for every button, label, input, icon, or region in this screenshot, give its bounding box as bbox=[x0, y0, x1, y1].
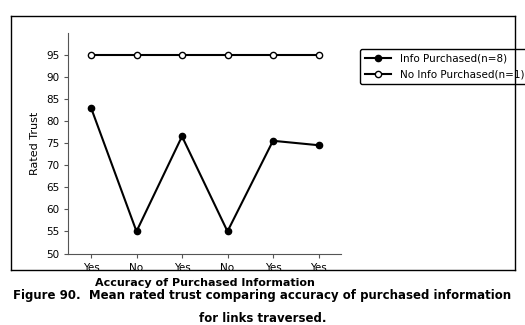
Legend: Info Purchased(n=8), No Info Purchased(n=1): Info Purchased(n=8), No Info Purchased(n… bbox=[360, 49, 525, 84]
Text: Figure 90.  Mean rated trust comparing accuracy of purchased information: Figure 90. Mean rated trust comparing ac… bbox=[14, 289, 511, 302]
Y-axis label: Rated Trust: Rated Trust bbox=[30, 111, 40, 175]
X-axis label: Accuracy of Purchased Information: Accuracy of Purchased Information bbox=[95, 278, 314, 288]
Text: for links traversed.: for links traversed. bbox=[199, 312, 326, 325]
